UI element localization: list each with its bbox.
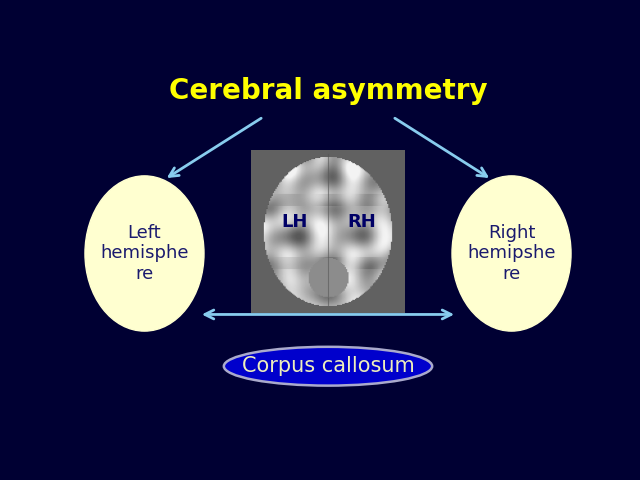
Text: LH: LH xyxy=(281,213,307,231)
Ellipse shape xyxy=(85,176,204,331)
Ellipse shape xyxy=(452,176,571,331)
Text: Right
hemipshe
re: Right hemipshe re xyxy=(467,224,556,283)
Text: Corpus callosum: Corpus callosum xyxy=(242,356,414,376)
Text: Left
hemisphe
re: Left hemisphe re xyxy=(100,224,189,283)
Text: RH: RH xyxy=(348,213,376,231)
Ellipse shape xyxy=(224,347,432,385)
Text: Cerebral asymmetry: Cerebral asymmetry xyxy=(169,77,487,105)
